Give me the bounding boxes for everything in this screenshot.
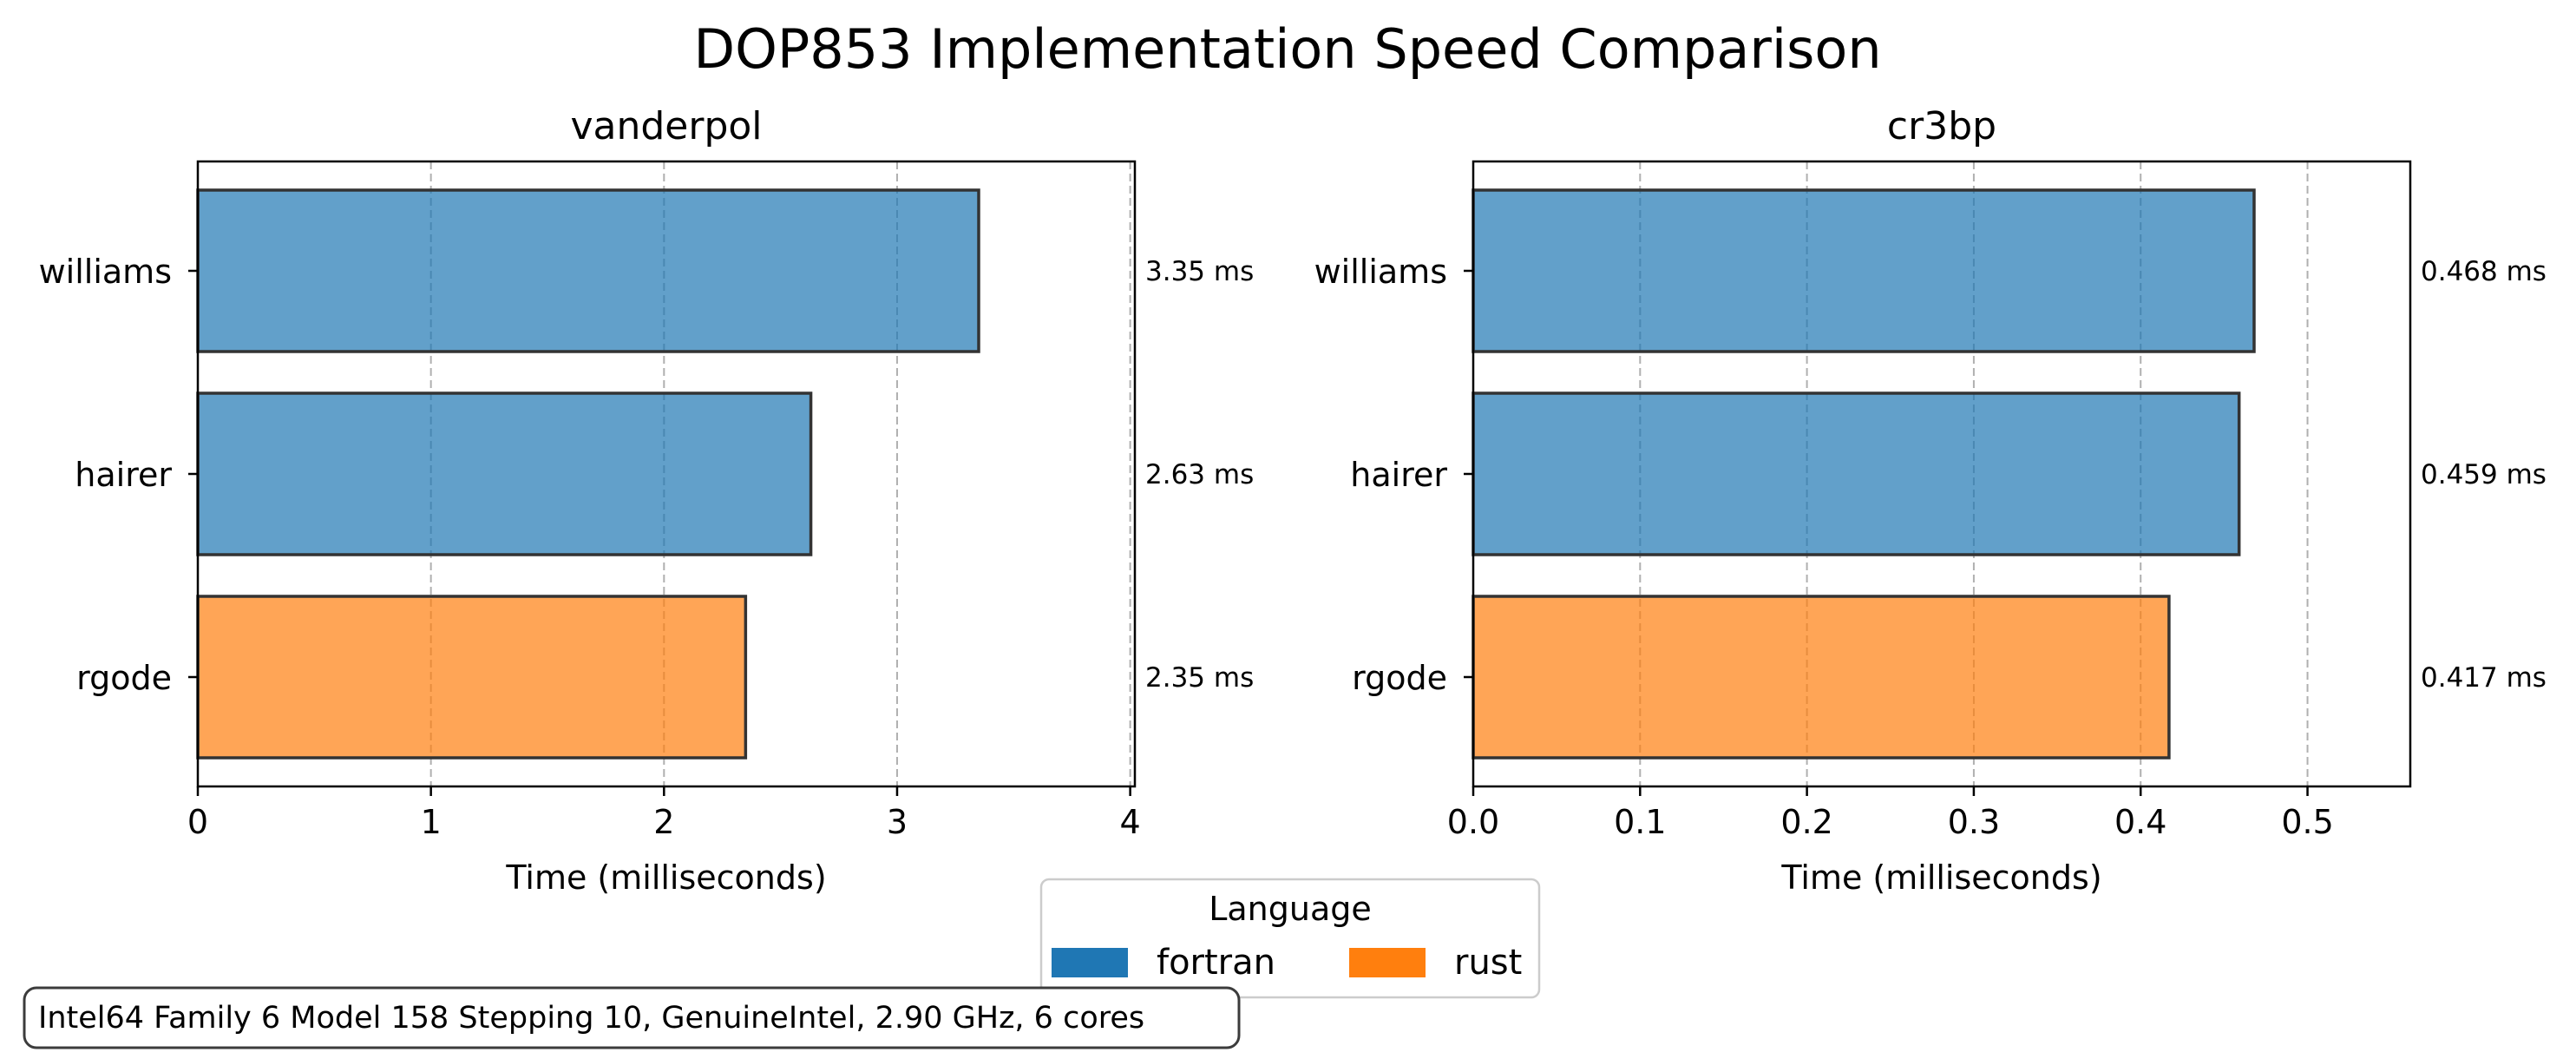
x-tick-label: 3 <box>887 803 908 841</box>
x-tick-label: 0.2 <box>1780 803 1832 841</box>
legend: Language fortran rust <box>1039 878 1541 999</box>
x-tick-label: 0.3 <box>1948 803 2000 841</box>
value-label: 2.35 ms <box>1145 662 1254 694</box>
x-axis-label: Time (milliseconds) <box>505 858 826 897</box>
x-tick-label: 0.4 <box>2114 803 2166 841</box>
axes-frame <box>196 160 1137 788</box>
legend-swatch-fortran <box>1052 948 1128 977</box>
x-tick-label: 4 <box>1120 803 1141 841</box>
legend-title: Language <box>1209 890 1372 928</box>
x-tick-label: 0 <box>187 803 208 841</box>
y-tick-label: hairer <box>1350 456 1447 494</box>
footer-note-box: Intel64 Family 6 Model 158 Stepping 10, … <box>23 986 1241 1049</box>
value-label: 2.63 ms <box>1145 459 1254 490</box>
x-tick-label: 1 <box>421 803 442 841</box>
legend-swatch-rust <box>1349 948 1426 977</box>
x-axis-label: Time (milliseconds) <box>1780 858 2101 897</box>
x-tick-label: 2 <box>653 803 674 841</box>
footer-note-frame <box>23 986 1241 1049</box>
value-label: 0.468 ms <box>2421 256 2547 287</box>
y-tick-label: rgode <box>76 659 172 697</box>
value-label: 0.459 ms <box>2421 459 2547 490</box>
chart-title: DOP853 Implementation Speed Comparison <box>693 17 1881 81</box>
panel-cr3bp: 0.468 ms williams 0.459 ms hairer 0.417 ms rg… <box>1314 104 2547 897</box>
legend-label-rust: rust <box>1454 943 1522 983</box>
legend-label-fortran: fortran <box>1157 943 1275 983</box>
y-tick-label: williams <box>39 253 172 291</box>
bar-rgode <box>196 595 748 760</box>
x-tick-label: 0.1 <box>1614 803 1666 841</box>
panel-vanderpol: 3.35 ms williams 2.63 ms hairer 2.35 ms rgode… <box>39 104 1255 897</box>
bar-williams <box>1472 188 2256 353</box>
axes-frame <box>1472 160 2412 788</box>
bar-williams <box>196 188 980 353</box>
y-tick-label: williams <box>1314 253 1447 291</box>
x-tick-label: 0.0 <box>1447 803 1499 841</box>
bar-rgode <box>1472 595 2171 760</box>
bar-hairer <box>196 391 813 556</box>
value-label: 0.417 ms <box>2421 662 2547 694</box>
footer-note: Intel64 Family 6 Model 158 Stepping 10, … <box>38 1001 1144 1036</box>
value-label: 3.35 ms <box>1145 256 1254 287</box>
panel-title: vanderpol <box>570 104 762 148</box>
bar-hairer <box>1472 391 2241 556</box>
y-tick-label: rgode <box>1352 659 1447 697</box>
panel-title: cr3bp <box>1887 104 1996 148</box>
y-tick-label: hairer <box>75 456 172 494</box>
x-tick-label: 0.5 <box>2281 803 2333 841</box>
